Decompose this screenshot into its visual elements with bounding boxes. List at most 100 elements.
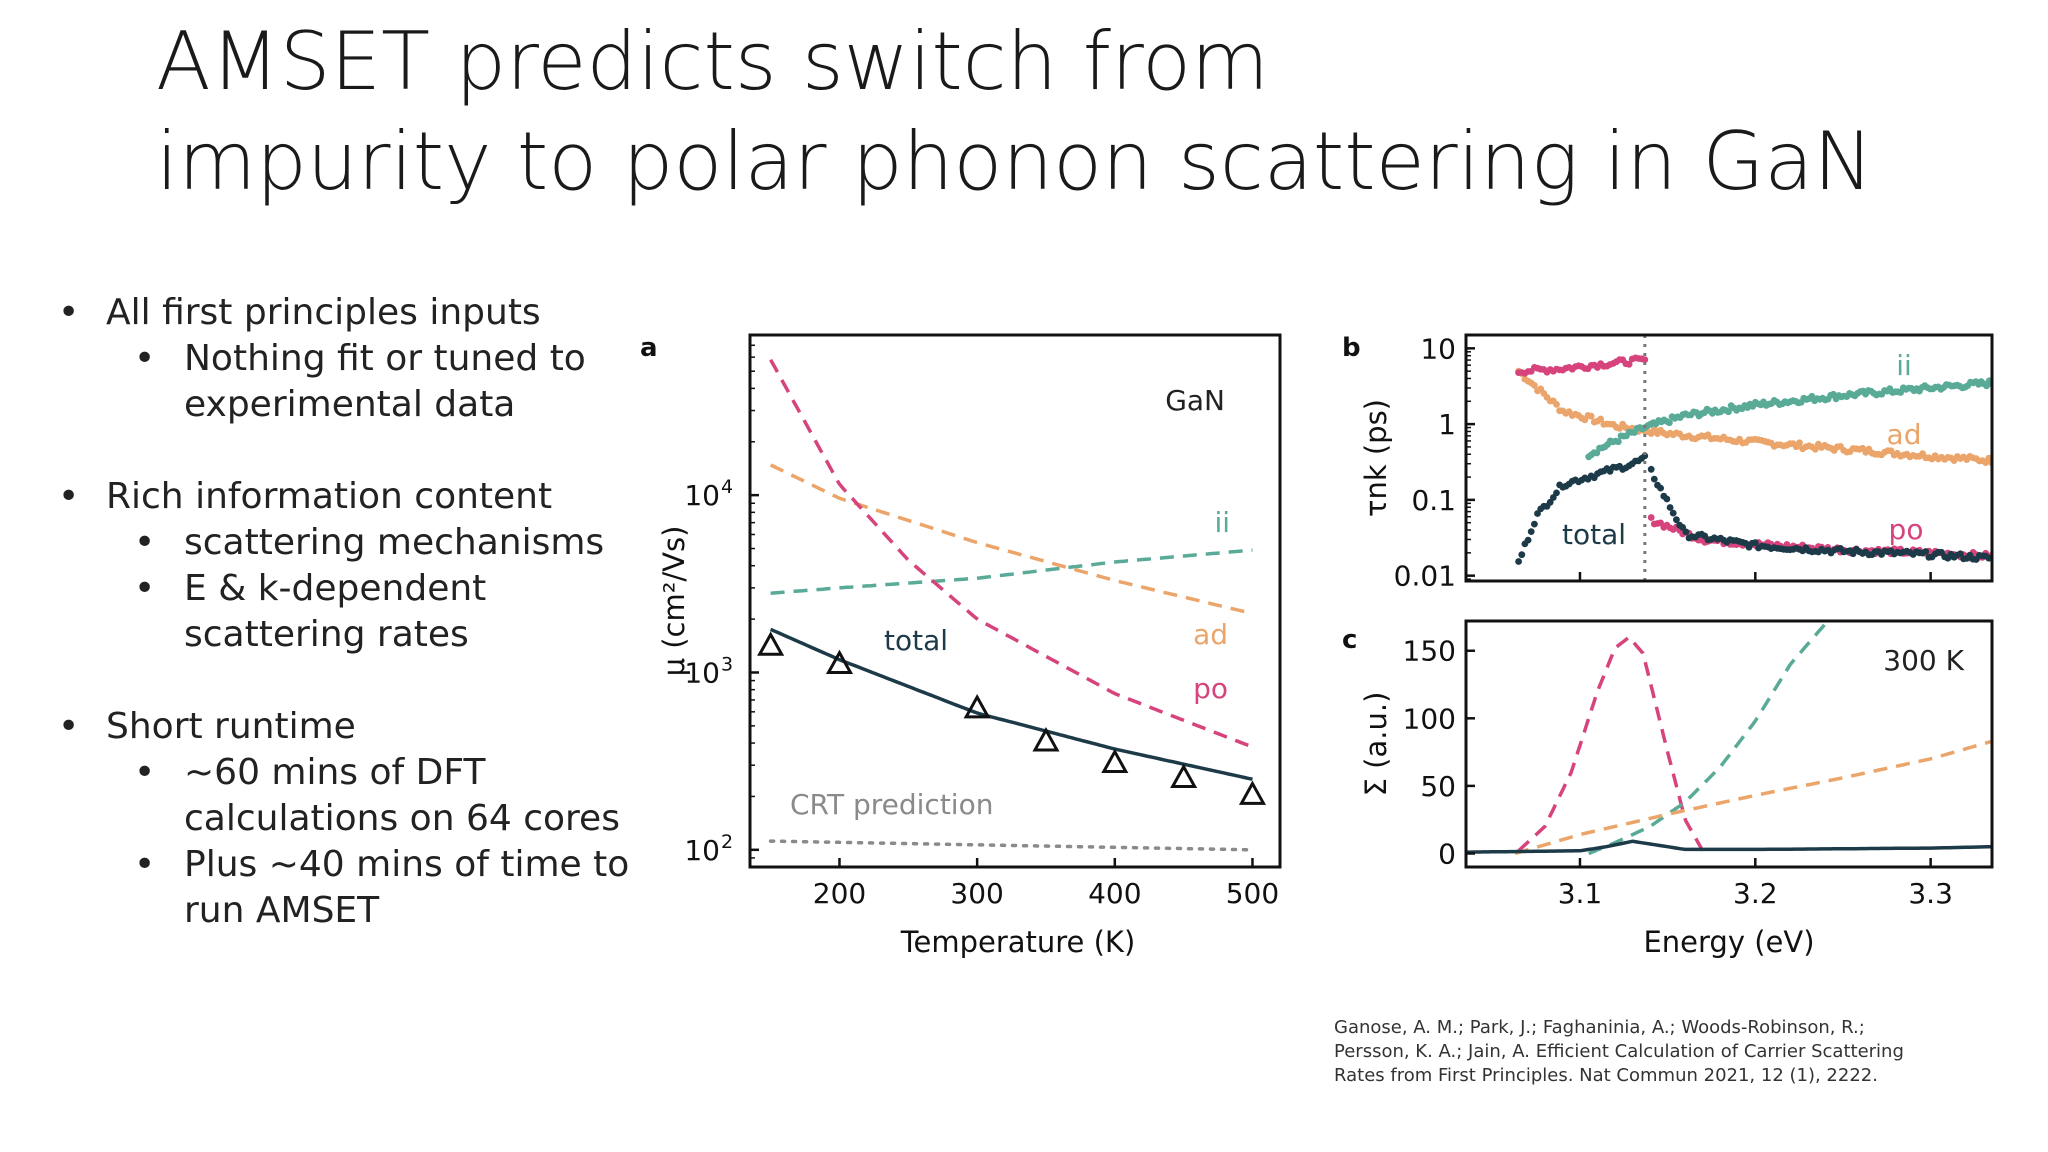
y-axis-label-c: Σ (a.u.)	[1359, 692, 1393, 797]
label-po: po	[1889, 513, 1924, 546]
sub-bullet-item: E & k-dependent scattering rates	[54, 566, 654, 658]
chart-panel-c: c 3.1 3.2 3.3 0 50 100 150 300 K Energy (eV) Σ…	[1342, 619, 1994, 959]
data-point-ii	[1614, 438, 1622, 446]
y-tick-label: 10	[1420, 332, 1456, 365]
series-line-ii	[770, 548, 1253, 595]
data-point-total	[1663, 495, 1671, 503]
data-point-ad	[1597, 415, 1605, 423]
slide-title-line-2: impurity to polar phonon scattering in G…	[156, 115, 1874, 208]
sub-bullet-item: Nothing fit or tuned to experimental dat…	[54, 336, 654, 428]
x-axis-label-a: Temperature (K)	[900, 925, 1136, 959]
bullet-item: All first principles inputs	[54, 290, 654, 336]
data-point-total	[1657, 484, 1664, 492]
data-point-total	[1515, 558, 1522, 565]
citation: Ganose, A. M.; Park, J.; Faghaninia, A.;…	[1334, 1017, 1904, 1086]
series-points-total	[1515, 452, 1992, 565]
data-point-total	[1647, 465, 1655, 473]
experiment-marker	[1238, 780, 1267, 805]
experiment-marker	[1101, 748, 1129, 773]
data-point-po	[1641, 356, 1649, 364]
data-point-total	[1531, 520, 1538, 528]
experiment-marker	[1032, 727, 1060, 752]
experiment-marker	[963, 693, 991, 719]
label-ad: ad	[1887, 418, 1922, 451]
y-tick-label: 0.01	[1394, 560, 1456, 593]
data-point-ad	[1985, 454, 1992, 462]
panel-label-b: b	[1342, 333, 1361, 363]
x-tick-label: 300	[950, 877, 1003, 910]
data-point-ad	[1531, 382, 1538, 389]
series-points-ad	[1515, 367, 1992, 467]
data-point-ad	[1811, 445, 1819, 453]
data-point-total	[1682, 528, 1690, 536]
annotation-temperature: 300 K	[1883, 644, 1964, 677]
data-point-ii	[1725, 408, 1732, 416]
data-point-total	[1527, 528, 1535, 535]
slide-title-line-1: AMSET predicts switch from	[156, 15, 1269, 108]
data-point-total	[1641, 452, 1649, 460]
data-point-ii	[1666, 419, 1673, 427]
sub-bullet-item: ~60 mins of DFT calculations on 64 cores	[54, 750, 654, 842]
x-tick-label: 3.1	[1558, 877, 1603, 910]
y-tick-label: 10	[684, 656, 720, 689]
bullet-item: Rich information content	[54, 474, 654, 520]
data-point-total	[1524, 536, 1532, 544]
data-point-total	[1666, 504, 1674, 511]
data-point-total	[1546, 498, 1554, 506]
label-crt-prediction: CRT prediction	[790, 788, 993, 821]
series-line-total	[1466, 839, 1992, 854]
data-point-ad	[1796, 439, 1803, 447]
x-tick-label: 3.2	[1733, 877, 1778, 910]
data-point-total	[1669, 509, 1677, 517]
label-total: total	[1562, 518, 1626, 551]
data-point-total	[1922, 548, 1930, 555]
sub-bullet-item: Plus ~40 mins of time to run AMSET	[54, 842, 654, 934]
bullet-list: All first principles inputs Nothing fit …	[54, 290, 654, 934]
plot-frame-c	[1464, 619, 1994, 869]
label-ii: ii	[1214, 506, 1230, 539]
plot-frame-b	[1464, 333, 1994, 583]
label-po: po	[1193, 672, 1228, 705]
annotation-gan: GaN	[1165, 384, 1225, 417]
data-point-po	[1625, 360, 1633, 368]
data-point-total	[1518, 551, 1526, 559]
y-tick-label: 10	[684, 479, 720, 512]
x-tick-label: 3.3	[1908, 877, 1953, 910]
data-point-ad	[1587, 412, 1595, 420]
y-tick-label: 10	[684, 834, 720, 867]
chart-panel-b: b 10 1 0.1 0.01 ii ad po total τnk (ps)	[1342, 332, 1994, 593]
series-line-po	[769, 358, 1254, 749]
bullet-item: Short runtime	[54, 704, 654, 750]
panel-label-c: c	[1342, 625, 1357, 655]
label-ad: ad	[1193, 618, 1228, 651]
y-tick-label: 0.1	[1411, 484, 1456, 517]
series-line-ad	[1514, 739, 1992, 856]
series-line-ii	[1588, 622, 1827, 856]
label-total: total	[884, 624, 948, 657]
series-line-crt-prediction	[768, 839, 1255, 852]
y-tick-label: 100	[1403, 702, 1456, 735]
y-tick-exponent: 4	[721, 476, 733, 498]
data-point-total	[1751, 539, 1759, 546]
sub-bullet-item: scattering mechanisms	[54, 520, 654, 566]
y-tick-label: 150	[1403, 635, 1456, 668]
y-axis-label-b: τnk (ps)	[1359, 399, 1393, 517]
y-tick-exponent: 3	[721, 653, 733, 675]
y-tick-label: 50	[1420, 770, 1456, 803]
data-point-total	[1673, 516, 1680, 524]
y-axis-label-a: μ (cm²/Vs)	[657, 526, 691, 677]
data-point-ii	[1983, 382, 1990, 390]
x-axis-label-c: Energy (eV)	[1643, 925, 1814, 959]
experiment-marker	[1170, 763, 1198, 789]
series-line-ad	[769, 463, 1253, 616]
panel-label-a: a	[640, 333, 658, 363]
series-line-po	[1517, 634, 1705, 853]
x-tick-label: 500	[1226, 877, 1279, 910]
data-point-total	[1553, 489, 1560, 497]
data-point-total	[1650, 475, 1658, 483]
y-tick-label: 0	[1438, 837, 1456, 870]
y-tick-label: 1	[1438, 408, 1456, 441]
series-line-total	[769, 627, 1253, 781]
